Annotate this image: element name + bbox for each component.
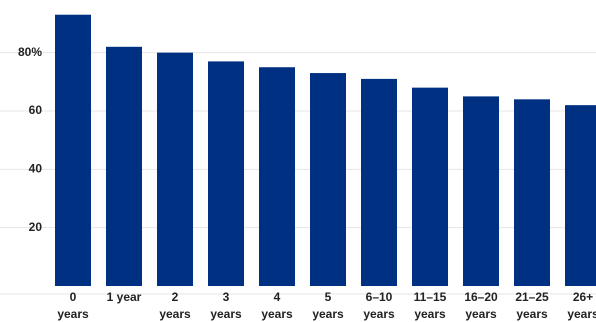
bar (208, 61, 244, 287)
bar (565, 105, 596, 287)
y-tick-label: 20 (29, 220, 43, 234)
x-tick-label: 6–10 years (363, 290, 395, 321)
x-tick-label: 1 year (106, 290, 142, 304)
bar (55, 14, 91, 287)
x-tick-label: 3 years (210, 290, 242, 321)
bar (157, 52, 193, 286)
y-tick-label: 80% (18, 45, 42, 59)
x-tick-label: 4 years (261, 290, 293, 321)
x-tick-label: 5 years (312, 290, 344, 321)
bar (361, 78, 397, 286)
x-tick-label: 21–25 years (515, 290, 549, 321)
x-tick-label: 0 years (57, 290, 89, 321)
y-tick-label: 60 (29, 103, 43, 117)
x-tick-label: 2 years (159, 290, 191, 321)
bar (514, 99, 550, 286)
x-tick-label: 16–20 years (464, 290, 498, 321)
bar (412, 87, 448, 286)
x-tick-label: 11–15 years (413, 290, 447, 321)
bar (310, 73, 346, 287)
bar (106, 46, 142, 286)
bar (259, 67, 295, 286)
y-tick-label: 40 (29, 161, 43, 175)
bar (463, 96, 499, 287)
x-tick-label: 26+ years (567, 290, 596, 321)
